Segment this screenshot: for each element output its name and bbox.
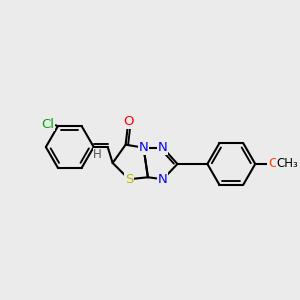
Text: O: O (268, 158, 278, 170)
Text: Cl: Cl (41, 118, 54, 131)
Text: CH₃: CH₃ (276, 158, 298, 170)
Text: N: N (158, 173, 168, 186)
Text: S: S (125, 173, 133, 186)
Text: N: N (139, 141, 148, 154)
Text: N: N (158, 141, 168, 154)
Text: O: O (123, 115, 134, 128)
Text: H: H (93, 148, 102, 161)
